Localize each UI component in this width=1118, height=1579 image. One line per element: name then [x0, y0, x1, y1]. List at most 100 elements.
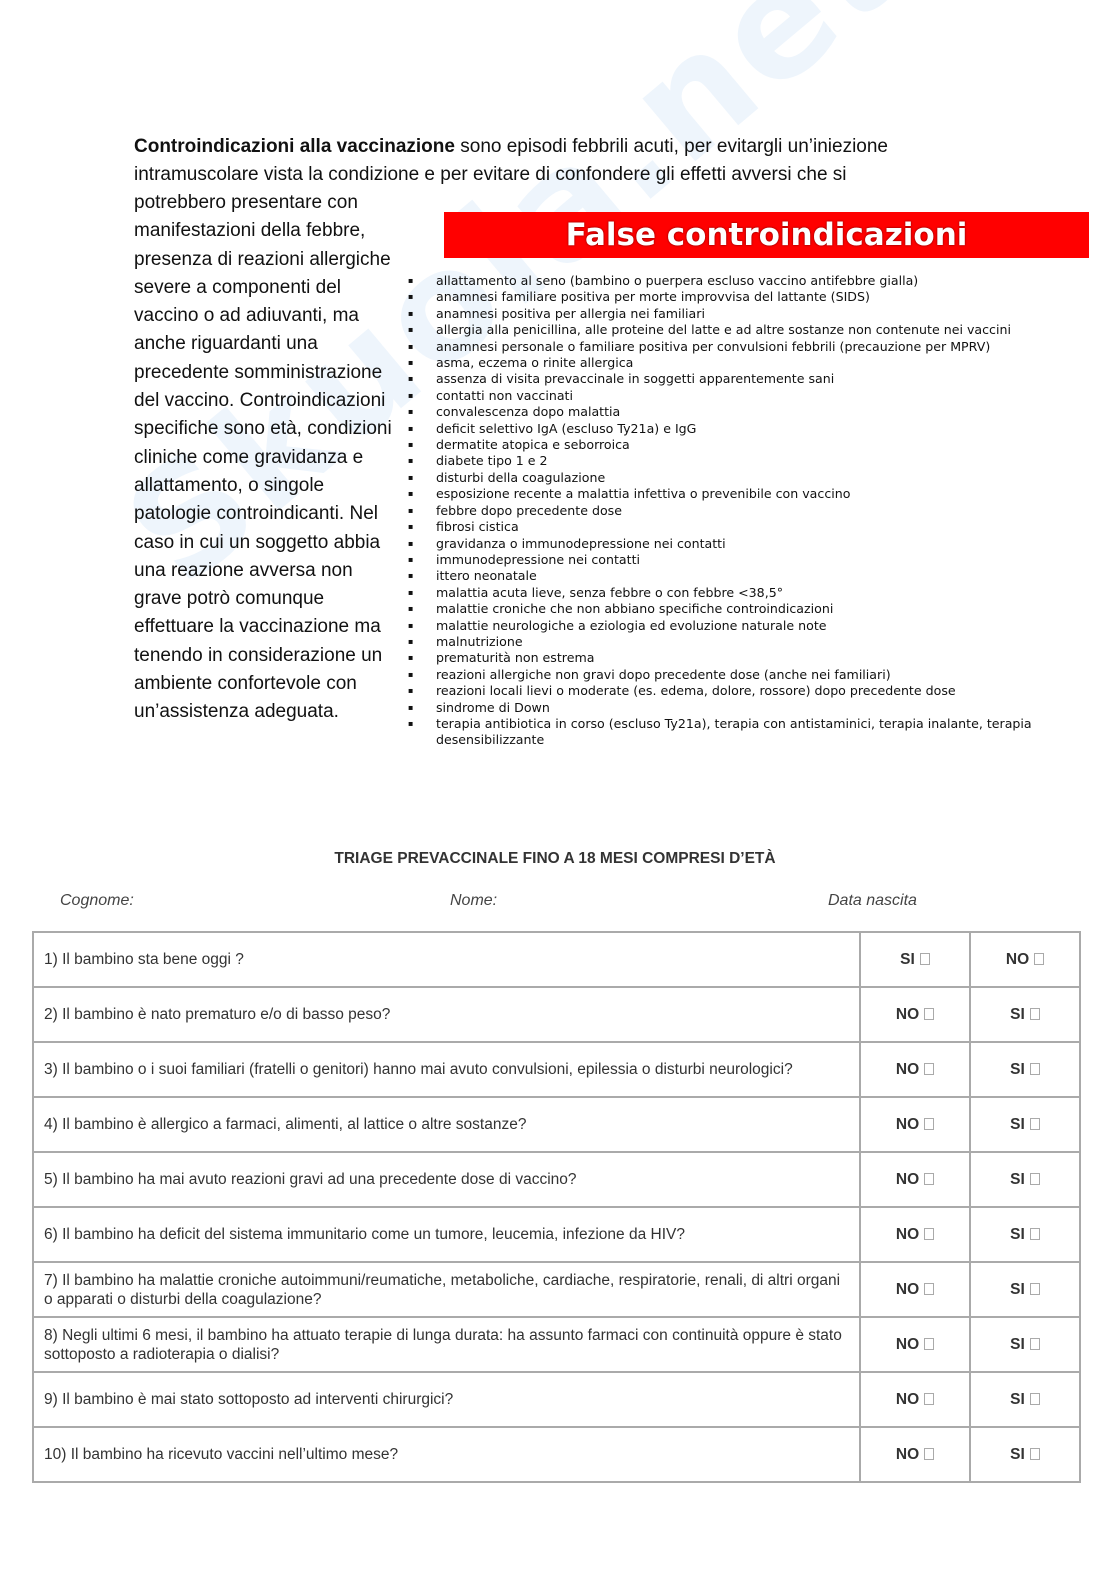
- answer-label: NO: [895, 1280, 920, 1298]
- answer-label: SI: [1010, 1335, 1025, 1353]
- answer-option-1[interactable]: NO: [859, 1206, 971, 1263]
- data-nascita-label: Data nascita: [828, 892, 917, 909]
- answer-option-1[interactable]: SI: [859, 931, 971, 988]
- answer-label: SI: [1010, 1445, 1025, 1463]
- checkbox-icon[interactable]: [1029, 1337, 1040, 1350]
- list-item: febbre dopo precedente dose: [408, 503, 1098, 520]
- answer-option-1[interactable]: NO: [859, 1041, 971, 1098]
- question: 6) Il bambino ha deficit del sistema imm…: [32, 1206, 861, 1263]
- answer-label: NO: [895, 1390, 920, 1408]
- list-item: malattie croniche che non abbiano specif…: [408, 601, 1098, 618]
- answer-option-2[interactable]: NO: [969, 931, 1081, 988]
- checkbox-icon[interactable]: [924, 1392, 935, 1405]
- answer-option-2[interactable]: SI: [969, 1151, 1081, 1208]
- answer-option-1[interactable]: NO: [859, 986, 971, 1043]
- answer-option-1[interactable]: NO: [859, 1151, 971, 1208]
- checkbox-icon[interactable]: [924, 1007, 935, 1020]
- list-item: fibrosi cistica: [408, 519, 1098, 536]
- checkbox-icon[interactable]: [924, 1227, 935, 1240]
- triage-table: 1) Il bambino sta bene oggi ? SI NO 2) Il…: [32, 931, 1081, 1483]
- table-row: 10) Il bambino ha ricevuto vaccini nell’…: [32, 1426, 1081, 1483]
- answer-label: SI: [900, 950, 915, 968]
- checkbox-icon[interactable]: [1029, 1392, 1040, 1405]
- table-row: 7) Il bambino ha malattie croniche autoi…: [32, 1261, 1081, 1318]
- answer-label: NO: [895, 1060, 920, 1078]
- answer-option-2[interactable]: SI: [969, 1041, 1081, 1098]
- question: 9) Il bambino è mai stato sottoposto ad …: [32, 1371, 861, 1428]
- checkbox-icon[interactable]: [924, 1172, 935, 1185]
- answer-option-2[interactable]: SI: [969, 1261, 1081, 1318]
- answer-label: SI: [1010, 1005, 1025, 1023]
- checkbox-icon[interactable]: [1029, 1062, 1040, 1075]
- question: 4) Il bambino è allergico a farmaci, ali…: [32, 1096, 861, 1153]
- list-item: prematurità non estrema: [408, 650, 1098, 667]
- checkbox-icon[interactable]: [1029, 1447, 1040, 1460]
- answer-option-2[interactable]: SI: [969, 1096, 1081, 1153]
- checkbox-icon[interactable]: [924, 1447, 935, 1460]
- table-row: 5) Il bambino ha mai avuto reazioni grav…: [32, 1151, 1081, 1208]
- intro-paragraph: Controindicazioni alla vaccinazione sono…: [134, 133, 964, 190]
- checkbox-icon[interactable]: [924, 1337, 935, 1350]
- list-item: ittero neonatale: [408, 568, 1098, 585]
- list-item: gravidanza o immunodepressione nei conta…: [408, 536, 1098, 553]
- list-item: malattia acuta lieve, senza febbre o con…: [408, 585, 1098, 602]
- answer-label: SI: [1010, 1225, 1025, 1243]
- list-item: asma, eczema o rinite allergica: [408, 355, 1098, 372]
- answer-option-1[interactable]: NO: [859, 1316, 971, 1373]
- answer-label: NO: [895, 1225, 920, 1243]
- question: 8) Negli ultimi 6 mesi, il bambino ha at…: [32, 1316, 861, 1373]
- list-item: reazioni locali lievi o moderate (es. ed…: [408, 683, 1098, 700]
- table-row: 4) Il bambino è allergico a farmaci, ali…: [32, 1096, 1081, 1153]
- question: 3) Il bambino o i suoi familiari (fratel…: [32, 1041, 861, 1098]
- answer-label: NO: [895, 1445, 920, 1463]
- list-item: disturbi della coagulazione: [408, 470, 1098, 487]
- answer-label: SI: [1010, 1115, 1025, 1133]
- answer-label: SI: [1010, 1390, 1025, 1408]
- table-row: 9) Il bambino è mai stato sottoposto ad …: [32, 1371, 1081, 1428]
- answer-label: SI: [1010, 1280, 1025, 1298]
- answer-option-1[interactable]: NO: [859, 1426, 971, 1483]
- list-item: allattamento al seno (bambino o puerpera…: [408, 273, 1098, 290]
- list-item: anamnesi familiare positiva per morte im…: [408, 289, 1098, 306]
- list-item: assenza di visita prevaccinale in sogget…: [408, 371, 1098, 388]
- checkbox-icon[interactable]: [1029, 1172, 1040, 1185]
- answer-option-1[interactable]: NO: [859, 1261, 971, 1318]
- checkbox-icon[interactable]: [1029, 1117, 1040, 1130]
- checkbox-icon[interactable]: [1034, 952, 1045, 965]
- intro-heading: Controindicazioni alla vaccinazione: [134, 136, 455, 157]
- table-row: 6) Il bambino ha deficit del sistema imm…: [32, 1206, 1081, 1263]
- question: 1) Il bambino sta bene oggi ?: [32, 931, 861, 988]
- cognome-label: Cognome:: [60, 892, 134, 909]
- list-item: malattie neurologiche a eziologia ed evo…: [408, 618, 1098, 635]
- answer-option-1[interactable]: NO: [859, 1371, 971, 1428]
- checkbox-icon[interactable]: [1029, 1227, 1040, 1240]
- list-item: diabete tipo 1 e 2: [408, 453, 1098, 470]
- list-item: terapia antibiotica in corso (escluso Ty…: [408, 716, 1098, 749]
- intro-column-text: potrebbero presentare con manifestazioni…: [134, 192, 392, 723]
- list-item: immunodepressione nei contatti: [408, 552, 1098, 569]
- answer-label: NO: [895, 1005, 920, 1023]
- answer-option-1[interactable]: NO: [859, 1096, 971, 1153]
- answer-option-2[interactable]: SI: [969, 1371, 1081, 1428]
- checkbox-icon[interactable]: [924, 1062, 935, 1075]
- table-row: 1) Il bambino sta bene oggi ? SI NO: [32, 931, 1081, 988]
- table-row: 2) Il bambino è nato prematuro e/o di ba…: [32, 986, 1081, 1043]
- answer-label: NO: [895, 1170, 920, 1188]
- answer-label: NO: [895, 1115, 920, 1133]
- answer-option-2[interactable]: SI: [969, 1426, 1081, 1483]
- answer-option-2[interactable]: SI: [969, 986, 1081, 1043]
- answer-option-2[interactable]: SI: [969, 1206, 1081, 1263]
- checkbox-icon[interactable]: [1029, 1282, 1040, 1295]
- list-item: contatti non vaccinati: [408, 388, 1098, 405]
- checkbox-icon[interactable]: [1029, 1007, 1040, 1020]
- list-item: sindrome di Down: [408, 700, 1098, 717]
- checkbox-icon[interactable]: [924, 1282, 935, 1295]
- question: 2) Il bambino è nato prematuro e/o di ba…: [32, 986, 861, 1043]
- nome-label: Nome:: [450, 892, 498, 909]
- question: 7) Il bambino ha malattie croniche autoi…: [32, 1261, 861, 1318]
- checkbox-icon[interactable]: [924, 1117, 935, 1130]
- question: 10) Il bambino ha ricevuto vaccini nell’…: [32, 1426, 861, 1483]
- checkbox-icon[interactable]: [919, 952, 930, 965]
- answer-option-2[interactable]: SI: [969, 1316, 1081, 1373]
